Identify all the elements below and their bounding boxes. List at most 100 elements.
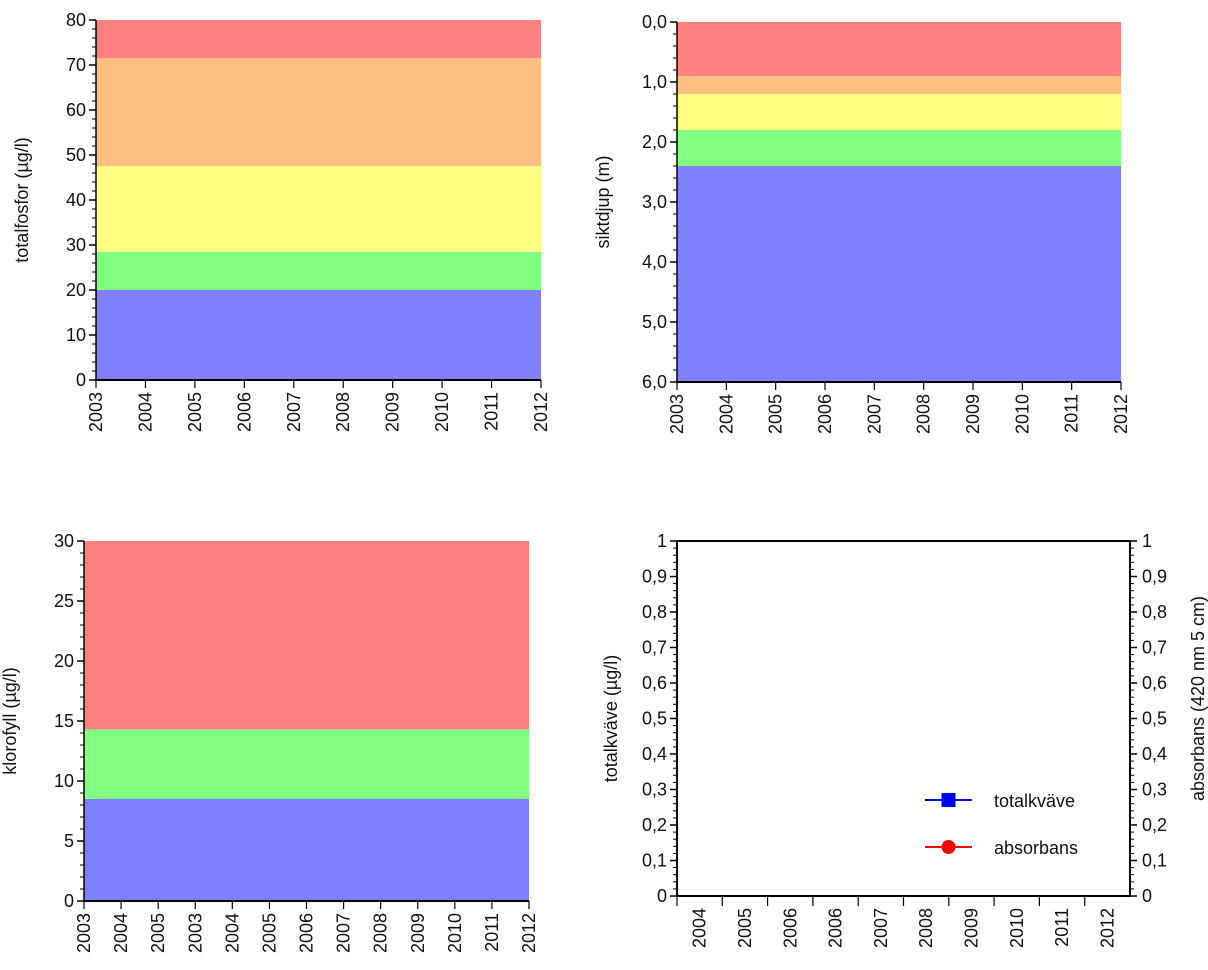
y-tick-label: 0,8 (642, 602, 667, 622)
y-tick-label: 4,0 (642, 252, 667, 272)
y-axis-title-right: absorbans (420 nm 5 cm) (1188, 596, 1208, 801)
x-tick-label: 2006 (297, 913, 317, 953)
y-tick-label: 60 (66, 100, 86, 120)
x-tick-label: 2012 (1111, 394, 1131, 434)
y-tick-label: 50 (66, 145, 86, 165)
y-tick-label: 0,6 (1142, 673, 1167, 693)
x-tick-label: 2008 (916, 908, 936, 948)
x-tick-label: 2007 (284, 392, 304, 432)
legend-label: totalkväve (994, 791, 1075, 811)
y-tick-label: 0,4 (642, 744, 667, 764)
band-3 (96, 166, 541, 252)
band-5 (677, 166, 1121, 382)
legend-circle-marker (941, 840, 956, 854)
x-tick-label: 2012 (1097, 908, 1117, 948)
x-tick-label: 2007 (864, 394, 884, 434)
x-tick-label: 2011 (1052, 908, 1072, 947)
y-tick-label: 0 (64, 891, 74, 911)
y-axis-title: totalfosfor (µg/l) (12, 137, 32, 262)
y-tick-label: 2,0 (642, 132, 667, 152)
x-tick-label: 2004 (690, 908, 710, 948)
y-tick-label: 0,8 (1142, 602, 1167, 622)
y-tick-label: 0 (657, 886, 667, 906)
x-tick-label: 2010 (1007, 908, 1027, 948)
y-tick-label: 5 (64, 831, 74, 851)
x-tick-label: 2003 (667, 394, 687, 434)
y-tick-label: 10 (54, 771, 74, 791)
chart-1: 0 10 20 30 40 50 60 70 80 2003 2004 2005 2006 2007 200… (12, 10, 551, 432)
y-tick-label: 5,0 (642, 312, 667, 332)
y-tick-label: 1 (1142, 531, 1152, 551)
x-tick-label: 2011 (482, 392, 502, 431)
y-tick-label: 0 (1142, 886, 1152, 906)
band-1 (84, 799, 529, 901)
band-2 (84, 729, 529, 799)
band-1 (96, 290, 541, 380)
legend-label: absorbans (994, 838, 1078, 858)
y-tick-label: 0,5 (1142, 709, 1167, 729)
band-1 (677, 22, 1121, 76)
x-tick-label: 2005 (259, 913, 279, 953)
legend-square-marker (941, 793, 956, 807)
x-tick-label: 2005 (185, 392, 205, 432)
y-tick-label: 6,0 (642, 372, 667, 392)
y-tick-label: 0,2 (642, 815, 667, 835)
y-tick-label: 10 (66, 325, 86, 345)
x-tick-label: 2005 (735, 908, 755, 948)
y-tick-label: 0,2 (1142, 815, 1167, 835)
x-tick-label: 2004 (135, 392, 155, 432)
chart-3: 0 5 10 15 20 25 30 2003 2004 2005 2003 2004 2005 2006… (0, 531, 539, 953)
y-tick-label: 0,3 (1142, 780, 1167, 800)
x-tick-label: 2006 (826, 908, 846, 948)
band-2 (677, 76, 1121, 94)
x-tick-label: 2005 (766, 394, 786, 434)
band-3 (677, 94, 1121, 130)
y-tick-label: 30 (54, 531, 74, 551)
x-tick-label: 2006 (780, 908, 800, 948)
y-axis-title: klorofyll (µg/l) (0, 667, 20, 774)
y-tick-label: 0,3 (642, 780, 667, 800)
y-tick-label: 15 (54, 711, 74, 731)
y-tick-label: 0,9 (642, 567, 667, 587)
x-tick-label: 2009 (963, 394, 983, 434)
y-tick-label: 30 (66, 235, 86, 255)
x-tick-label: 2006 (815, 394, 835, 434)
y-tick-label: 0,1 (1142, 851, 1167, 871)
y-tick-label: 0,0 (642, 12, 667, 32)
band-5 (96, 20, 541, 59)
x-tick-label: 2010 (432, 392, 452, 432)
x-tick-label: 2009 (408, 913, 428, 953)
x-tick-label: 2008 (333, 392, 353, 432)
y-tick-label: 0,1 (642, 851, 667, 871)
y-tick-label: 0,5 (642, 709, 667, 729)
y-tick-label: 0,7 (642, 638, 667, 658)
y-tick-label: 0,4 (1142, 744, 1167, 764)
x-tick-label: 2007 (334, 913, 354, 953)
y-tick-label: 0 (76, 370, 86, 390)
x-tick-label: 2006 (234, 392, 254, 432)
x-tick-label: 2008 (914, 394, 934, 434)
y-tick-label: 25 (54, 591, 74, 611)
x-tick-label: 2012 (519, 913, 539, 953)
x-tick-label: 2005 (148, 913, 168, 953)
x-tick-label: 2011 (482, 913, 502, 952)
x-tick-label: 2003 (185, 913, 205, 953)
y-tick-label: 20 (66, 280, 86, 300)
x-tick-label: 2004 (222, 913, 242, 953)
x-tick-label: 2007 (871, 908, 891, 948)
band-4 (677, 130, 1121, 166)
x-tick-label: 2009 (383, 392, 403, 432)
y-axis-title: siktdjup (m) (593, 155, 613, 248)
x-tick-label: 2009 (961, 908, 981, 948)
y-tick-label: 0,9 (1142, 567, 1167, 587)
chart-4: 0 0,1 0,2 0,3 0,4 0,5 0,6 0,7 0,8 0,9 1 0 0,1 0,2 0,3 0… (601, 531, 1208, 948)
y-tick-label: 70 (66, 55, 86, 75)
y-axis-title: totalkväve (µg/l) (601, 655, 621, 782)
x-tick-label: 2011 (1062, 394, 1082, 433)
band-4 (96, 58, 541, 167)
y-tick-label: 20 (54, 651, 74, 671)
x-tick-label: 2012 (531, 392, 551, 432)
x-tick-label: 2010 (445, 913, 465, 953)
